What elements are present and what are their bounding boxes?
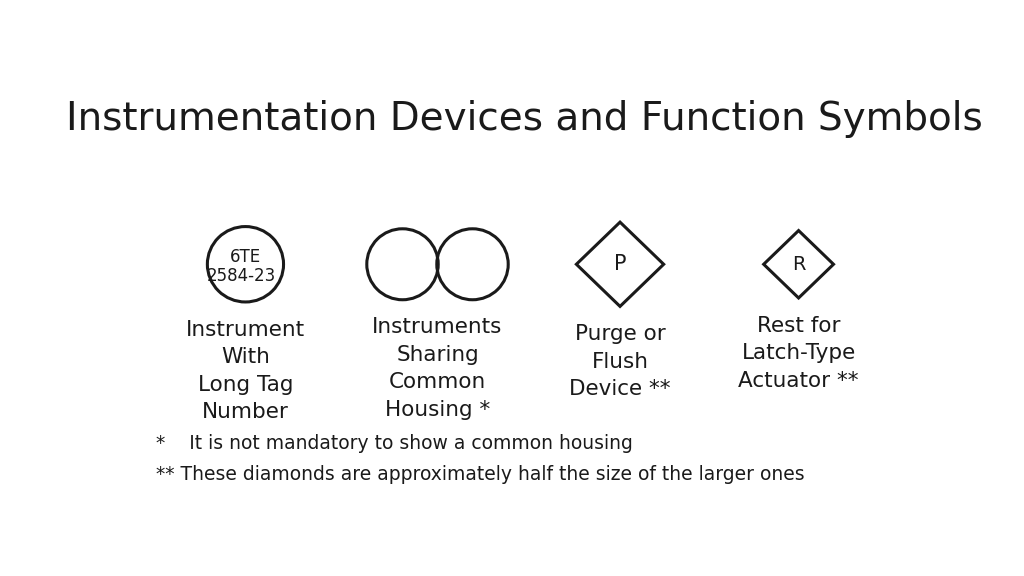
Text: 6TE: 6TE <box>230 248 261 266</box>
Text: Actuator **: Actuator ** <box>738 371 859 391</box>
Text: Common: Common <box>389 373 486 392</box>
Text: P: P <box>613 254 627 274</box>
Text: Number: Number <box>202 402 289 422</box>
Text: Sharing: Sharing <box>396 345 479 365</box>
Text: Rest for: Rest for <box>757 316 841 336</box>
Text: Long Tag: Long Tag <box>198 375 293 395</box>
Text: ** These diamonds are approximately half the size of the larger ones: ** These diamonds are approximately half… <box>156 465 805 484</box>
Text: R: R <box>792 255 805 274</box>
Text: Instrumentation Devices and Function Symbols: Instrumentation Devices and Function Sym… <box>67 100 983 138</box>
Text: *    It is not mandatory to show a common housing: * It is not mandatory to show a common h… <box>156 434 633 453</box>
Text: With: With <box>221 347 270 367</box>
Text: Instruments: Instruments <box>373 317 503 338</box>
Text: Instrument: Instrument <box>186 320 305 340</box>
Text: Flush: Flush <box>592 351 648 372</box>
Text: Latch-Type: Latch-Type <box>741 343 856 363</box>
Text: Device **: Device ** <box>569 379 671 399</box>
Text: Purge or: Purge or <box>574 324 666 344</box>
Text: Housing *: Housing * <box>385 400 490 420</box>
Text: 2584-23: 2584-23 <box>207 267 276 285</box>
